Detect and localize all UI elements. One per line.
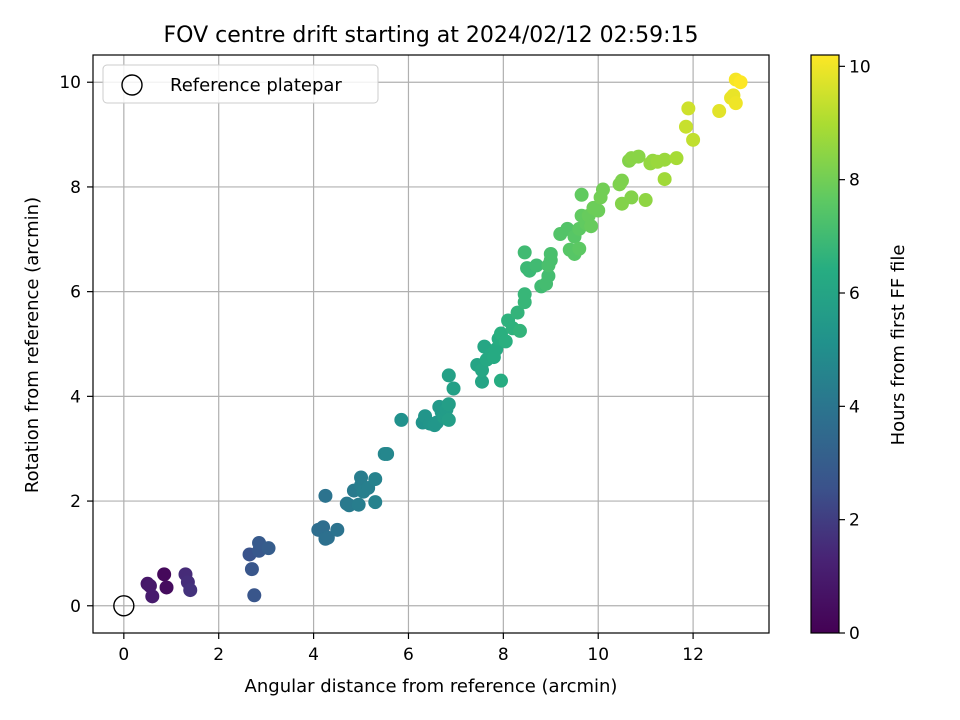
- x-tick-label: 2: [213, 645, 224, 665]
- data-point: [159, 580, 174, 595]
- data-point: [584, 219, 599, 234]
- colorbar-tick-label: 10: [849, 57, 871, 77]
- grid: [93, 55, 769, 633]
- data-point: [330, 522, 345, 537]
- data-points: [140, 72, 748, 604]
- data-point: [529, 258, 544, 273]
- data-point: [441, 412, 456, 427]
- axes: 0 2 4 6 8 10 12 0 2 4 6 8 10: [59, 54, 770, 665]
- data-point: [543, 246, 558, 261]
- data-point: [595, 182, 610, 197]
- x-axis-label: Angular distance from reference (arcmin): [245, 676, 618, 697]
- data-point: [657, 172, 672, 187]
- y-tick-label: 4: [70, 387, 81, 407]
- data-point: [591, 203, 606, 218]
- reference-layer: [113, 595, 135, 617]
- data-point: [320, 530, 335, 545]
- y-tick-label: 0: [70, 597, 81, 617]
- colorbar-scale: [810, 54, 840, 634]
- x-tick-label: 4: [308, 645, 319, 665]
- chart-title: FOV centre drift starting at 2024/02/12 …: [164, 23, 699, 48]
- data-point: [351, 497, 366, 512]
- x-tick-label: 0: [118, 645, 129, 665]
- y-tick-label: 2: [70, 492, 81, 512]
- data-point: [681, 101, 696, 116]
- data-point: [441, 397, 456, 412]
- colorbar: 0 2 4 6 8 10: [810, 54, 871, 644]
- data-point: [517, 287, 532, 302]
- data-point: [614, 173, 629, 188]
- x-tick-label: 6: [403, 645, 414, 665]
- data-point: [493, 373, 508, 388]
- data-point: [489, 342, 504, 357]
- legend: Reference platepar: [102, 64, 379, 104]
- data-point: [394, 412, 409, 427]
- data-point: [572, 241, 587, 256]
- data-point: [183, 583, 198, 598]
- y-tick-label: 6: [70, 283, 81, 303]
- data-point: [157, 567, 172, 582]
- data-point: [733, 75, 748, 90]
- data-point: [474, 363, 489, 378]
- data-point: [541, 268, 556, 283]
- data-point: [669, 151, 684, 166]
- legend-box: [102, 64, 379, 104]
- x-tick-label: 12: [682, 645, 704, 665]
- data-point: [318, 488, 333, 503]
- legend-label: Reference platepar: [170, 75, 342, 96]
- data-point: [512, 323, 527, 338]
- colorbar-label: Hours from first FF file: [888, 245, 909, 446]
- data-point: [657, 152, 672, 167]
- colorbar-tick-label: 8: [849, 171, 860, 191]
- x-tick-label: 10: [587, 645, 609, 665]
- colorbar-tick-label: 2: [849, 511, 860, 531]
- reference-platepar-marker: [113, 595, 135, 617]
- data-point: [380, 446, 395, 461]
- y-axis-label: Rotation from reference (arcmin): [22, 197, 43, 493]
- data-point: [244, 562, 259, 577]
- data-point: [624, 190, 639, 205]
- data-point: [354, 470, 369, 485]
- data-point: [441, 368, 456, 383]
- colorbar-tick-label: 6: [849, 284, 860, 304]
- data-point: [446, 381, 461, 396]
- data-point: [247, 588, 262, 603]
- colorbar-tick-label: 4: [849, 397, 860, 417]
- x-tick-label: 8: [498, 645, 509, 665]
- colorbar-tick-label: 0: [849, 624, 860, 644]
- data-point: [517, 245, 532, 260]
- data-point: [574, 187, 589, 202]
- data-point: [145, 589, 160, 604]
- legend-marker: [121, 74, 143, 96]
- data-point: [638, 193, 653, 208]
- data-point: [368, 472, 383, 487]
- data-point: [316, 520, 331, 535]
- data-point: [712, 104, 727, 119]
- data-point: [510, 305, 525, 320]
- data-point: [678, 119, 693, 134]
- y-tick-label: 8: [70, 178, 81, 198]
- data-point: [142, 578, 157, 593]
- data-point: [498, 334, 513, 349]
- data-point: [728, 96, 743, 111]
- data-point: [631, 149, 646, 164]
- plot-frame: [92, 54, 770, 634]
- data-point: [261, 541, 276, 556]
- y-tick-label: 10: [59, 73, 81, 93]
- data-point: [686, 132, 701, 147]
- data-point: [474, 374, 489, 389]
- data-point: [368, 495, 383, 510]
